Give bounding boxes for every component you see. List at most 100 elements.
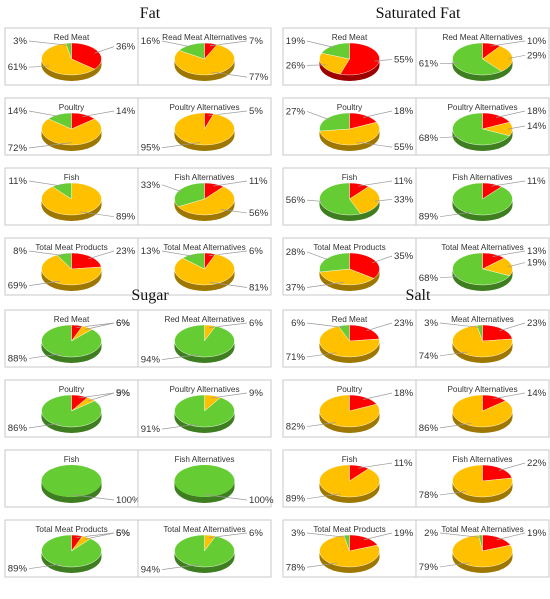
slice-label: 29% [527,50,547,61]
chart-title: Total Meat Alternatives [163,243,245,252]
slice-label: 100% [116,495,141,506]
pie-slice-red [349,324,380,342]
slice-label: 6% [249,528,263,539]
chart-title: Fish [342,455,358,464]
pie-side [41,481,102,503]
section-title-1: Saturated Fat [376,5,461,22]
leader-line [213,180,248,187]
pie-side [174,59,235,81]
pie-panel: Fish Alternatives 11% 56% 33% [137,167,272,226]
slice-label: 91% [141,424,161,435]
chart-title: Poultry [59,385,85,394]
slice-label: 6% [249,246,263,257]
chart-title: Fish Alternatives [452,173,512,182]
pie-side [41,269,102,291]
chart-title: Fish Alternatives [174,173,234,182]
slice-label: 71% [286,352,306,363]
pie-slice-red [71,252,102,270]
slice-label: 68% [419,133,439,144]
slice-label: 16% [141,36,161,47]
leader-line [161,40,193,48]
pie-panel: Total Meat Products 19% 78% 3% [282,519,417,578]
pie-panel: Fish Alternatives 100% [137,449,274,508]
leader-line [439,422,472,429]
leader-line [220,209,248,214]
chart-title: Red Meat [54,315,90,324]
pie-side [452,129,513,151]
slice-label: 3% [13,36,27,47]
leader-line [306,532,348,538]
slice-label: 7% [249,36,263,47]
pie-slice-green [452,182,513,216]
pie-panel: Total Meat Products 23% 69% 8% [4,237,139,296]
pie-side [319,59,380,81]
pie-side [452,411,513,433]
pie-slice-orange [177,186,235,216]
slice-label: 69% [8,281,28,292]
chart-title: Total Meat Products [313,525,385,534]
leader-line [439,135,461,139]
pie-slice-orange [41,43,96,76]
chart-title: Poultry [337,103,363,112]
leader-line [306,493,341,500]
pie-panel: Poultry Alternatives 9% 91% [137,379,272,438]
leader-line [306,422,336,427]
leader-line [507,262,526,268]
leader-line [439,351,468,357]
pie-panel: Poultry Alternatives 5% 95% [137,97,272,156]
pie-side [452,551,513,573]
leader-line [28,40,70,46]
pie-panel: Fish Alternatives 22% 78% [415,449,550,508]
slice-label: 11% [394,458,413,469]
slice-label: 14% [527,121,547,132]
pie-side [319,551,380,573]
pie-side [41,411,102,433]
slice-label: 6% [116,528,130,539]
pie-slice-orange [319,121,380,146]
leader-line [28,180,63,187]
leader-line [28,353,63,359]
pie-panel: Poultry 14% 72% 14% [4,97,139,156]
slice-label: 81% [249,282,269,293]
pie-slice-green [343,534,350,552]
pie-panel: Poultry 18% 55% 27% [282,97,417,156]
leader-line [78,392,115,399]
pie-slice-green [41,324,102,358]
slice-label: 36% [116,42,136,53]
leader-line [161,184,183,193]
pie-slice-green [182,252,205,270]
pie-side [319,199,380,221]
slice-label: 19% [527,528,547,539]
slice-label: 89% [419,212,439,223]
leader-line [363,532,393,541]
slice-label: 5% [116,528,130,539]
leader-line [211,71,248,78]
slice-label: 13% [141,246,161,257]
pie-side [174,269,235,291]
chart-title: Total Meat Alternatives [441,525,523,534]
leader-line [496,532,526,541]
pie-panel: Read Meat Alternatives 7% 77% 16% [137,27,272,86]
leader-line [28,110,61,118]
chart-title: Read Meat Alternatives [162,33,247,42]
slice-label: 23% [527,318,547,329]
leader-line [28,250,66,257]
pie-slice-orange [41,118,102,146]
slice-label: 10% [527,36,547,47]
leader-line [374,59,393,62]
chart-title: Red Meat [332,315,368,324]
pie-slice-orange [452,534,513,568]
slice-label: 78% [286,562,306,573]
leader-line [161,423,198,430]
pie-slice-green [476,324,483,342]
leader-line [306,562,338,568]
pie-panel: Red Meat 36% 61% 3% [4,27,139,86]
slice-label: 23% [116,246,136,257]
leader-line [306,111,331,121]
pie-panel: Poultry Alternatives 14% 86% [415,379,550,438]
slice-label: 27% [286,106,306,117]
leader-line [210,40,248,47]
chart-title: Meat Alternatives [451,315,514,324]
slice-label: 33% [394,194,414,205]
slice-label: 3% [291,528,305,539]
